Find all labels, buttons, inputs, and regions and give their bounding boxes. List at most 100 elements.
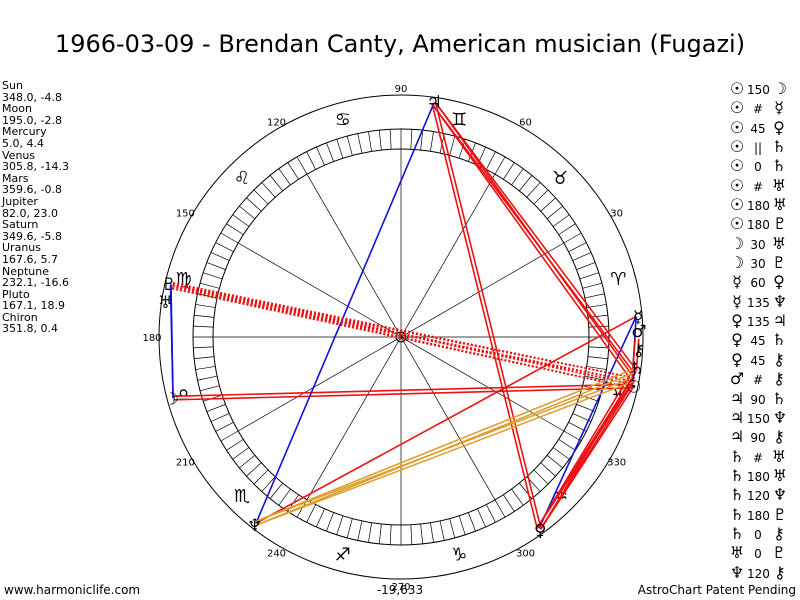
degree-tick [346,518,353,539]
aspect-line [538,316,637,529]
degree-tick [558,439,576,451]
aspect-planet1-glyph: ☉ [729,137,745,157]
planet-position-mercury: 5.0, 4.4 [2,136,44,150]
degree-tick [511,488,524,506]
aspect-line [431,103,634,373]
aspect-line [431,103,539,530]
aspect-planet2-glyph: ⚷ [773,427,785,447]
degree-tick [540,462,556,477]
degree-tick [316,508,325,528]
aspect-type: 30 [750,237,766,252]
degree-tick [193,346,214,349]
degree-tick [477,508,486,528]
zodiac-sign-glyph: ♑ [451,544,467,565]
aspect-row: ♄ 180 ♅ [727,466,790,485]
aspect-row: ☿ 135 ♆ [727,292,790,311]
aspect-planet1-glyph: ☿ [732,272,742,292]
planet-position-moon: 195.0, -2.8 [2,113,62,127]
aspect-planet1-glyph: ☉ [729,156,745,176]
aspect-row: ☉ # ☿ [727,98,790,117]
degree-tick [278,488,291,506]
aspect-type: 30 [750,257,766,272]
aspect-line [170,285,633,383]
degree-tick [389,524,392,545]
aspect-row: ♅ 0 ♇ [727,543,790,562]
aspect-planet2-glyph: ♄ [771,156,787,176]
degree-tick [226,439,244,451]
aspect-row: ♆ 120 ⚷ [727,563,790,582]
aspect-row: ☉ 150 ☽ [727,79,790,98]
degree-label: 60 [519,117,532,128]
aspect-planet1-glyph: ☉ [729,79,745,98]
aspect-planet1-glyph: ♄ [729,465,745,485]
aspect-type: 90 [750,431,766,446]
aspect-planet1-glyph: ☽ [729,233,745,253]
degree-tick [306,504,316,523]
aspect-planet1-glyph: ♀ [731,330,743,350]
aspect-line [635,338,640,371]
degree-tick [494,499,506,518]
degree-tick [199,385,220,392]
aspect-row: ☽ 30 ♇ [727,253,790,272]
planet-glyph-venus: ♀ [534,521,546,541]
aspect-type: 45 [750,121,766,136]
aspect-row: ♃ 90 ⚷ [727,427,790,446]
degree-tick [378,130,382,151]
aspect-type: 90 [750,392,766,407]
planet-position-mars: 359.6, -0.8 [2,183,62,197]
aspect-type: 45 [750,334,766,349]
degree-tick [194,356,215,360]
planet-glyph-uranus: ♅ [158,293,173,313]
degree-tick [552,447,570,460]
degree-tick [346,135,353,156]
degree-label: 330 [607,458,626,469]
degree-tick [582,282,603,289]
degree-tick [576,404,596,412]
degree-label: 240 [267,549,286,560]
aspect-line [173,387,632,401]
aspect-planet2-glyph: ♅ [771,175,787,195]
degree-tick [206,262,226,270]
aspect-row: ♃ 150 ♆ [727,408,790,427]
aspect-row: ☽ 30 ♅ [727,234,790,253]
aspect-planet2-glyph: ♅ [772,195,788,215]
planet-position-chiron: 351.8, 0.4 [2,322,58,336]
aspect-planet1-glyph: ♆ [729,562,745,582]
planet-glyph-moon: ☽ [163,390,178,410]
degree-tick [584,375,605,381]
degree-tick [576,262,596,270]
planet-position-sun: 348.0, -4.8 [2,90,62,104]
degree-tick [269,482,283,499]
degree-tick [210,413,230,422]
planet-glyph-neptune: ♆ [247,516,262,536]
degree-tick [563,232,582,244]
aspect-planet2-glyph: ♆ [772,291,788,311]
degree-tick [336,515,344,535]
degree-tick [563,430,582,442]
planet-glyph-chiron: ⚷ [632,340,644,360]
degree-tick [546,205,563,219]
aspect-planet2-glyph: ♄ [771,388,787,408]
degree-tick [296,156,308,175]
degree-tick [194,314,215,318]
degree-label: 120 [267,117,286,128]
aspect-row: ☉ # ♅ [727,176,790,195]
degree-label: 210 [176,458,195,469]
aspect-type: 45 [750,353,766,368]
planet-position-pluto: 167.1, 18.9 [2,299,65,313]
degree-tick [378,523,382,544]
aspect-planet2-glyph: ♇ [771,253,787,273]
degree-tick [410,129,413,150]
planet-name-jupiter: Jupiter [2,194,38,208]
aspect-line [169,287,632,389]
aspect-type: 150 [747,83,770,97]
aspect-planet1-glyph: ☿ [732,291,742,311]
aspect-row: ☉ 180 ♅ [727,195,790,214]
planet-glyph-mercury: ☿ [633,307,643,327]
aspect-planet1-glyph: ♄ [729,485,745,505]
planet-position-jupiter: 82.0, 23.0 [2,206,58,220]
degree-tick [246,462,262,477]
planet-name-neptune: Neptune [2,264,50,278]
aspect-row: ♀ 45 ⚷ [727,350,790,369]
